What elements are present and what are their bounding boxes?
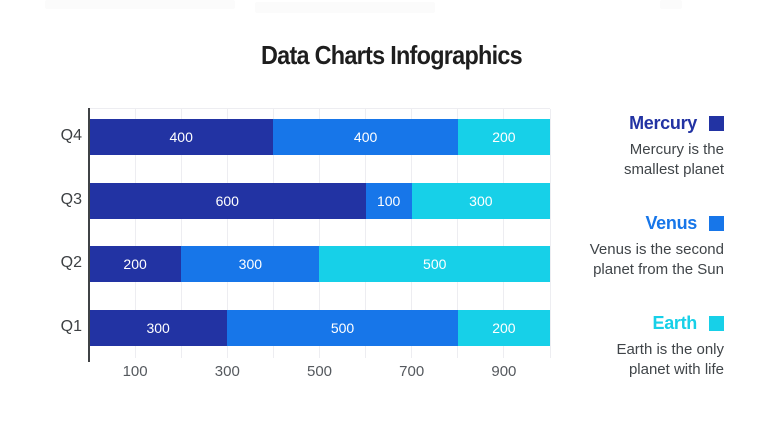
bar-value-label: 200 <box>492 320 516 336</box>
bar-segment-earth-q3: 300 <box>411 183 550 219</box>
gridline-x-1000 <box>549 109 551 358</box>
bar-segment-earth-q1: 200 <box>457 310 550 346</box>
gridline-x-700 <box>411 109 413 358</box>
x-tick-label-300: 300 <box>214 363 240 380</box>
chart-legend: Mercury Mercury is the smallest planet Ven… <box>504 113 724 380</box>
category-label-q2: Q2 <box>60 254 82 271</box>
bar-segment-venus-q4: 400 <box>273 119 458 155</box>
gridline-x-100 <box>134 109 136 358</box>
bar-row-q4: 400 400 200 <box>89 119 550 155</box>
bar-value-label: 200 <box>123 256 147 272</box>
x-tick-label-700: 700 <box>399 363 425 380</box>
legend-title-row: Earth <box>652 313 724 334</box>
bar-segment-mercury-q3: 600 <box>89 183 366 219</box>
legend-color-swatch <box>709 116 724 131</box>
bar-row-q3: 600 100 300 <box>89 183 550 219</box>
legend-item-earth: Earth Earth is the only planet with life <box>504 313 724 380</box>
x-tick-label-900: 900 <box>491 363 517 380</box>
y-axis-line <box>88 108 90 362</box>
bar-value-label: 600 <box>215 193 239 209</box>
legend-description: Mercury is the smallest planet <box>623 141 724 178</box>
legend-description: Earth is the only planet with life <box>616 341 724 378</box>
gridline-x-200 <box>180 109 182 358</box>
bar-value-label: 500 <box>423 256 447 272</box>
bar-value-label: 100 <box>376 193 401 209</box>
bar-segment-mercury-q2: 200 <box>89 246 182 282</box>
legend-item-mercury: Mercury Mercury is the smallest planet <box>504 113 724 180</box>
bar-segment-earth-q4: 200 <box>457 119 550 155</box>
bar-segment-venus-q2: 300 <box>181 246 320 282</box>
bar-segment-venus-q1: 500 <box>227 310 458 346</box>
bar-value-label: 200 <box>492 129 516 145</box>
gridline-x-900 <box>503 109 505 358</box>
page-title: Data Charts Infographics <box>261 40 523 70</box>
legend-color-swatch <box>709 316 724 331</box>
gridline-x-300 <box>226 109 228 358</box>
x-tick-label-100: 100 <box>122 363 148 380</box>
category-label-q3: Q3 <box>60 191 82 208</box>
legend-series-name: Mercury <box>629 113 697 133</box>
legend-description: Venus is the second planet from the Sun <box>589 241 724 278</box>
gridline-x-500 <box>319 109 320 358</box>
legend-title-row: Mercury <box>629 113 724 134</box>
bar-value-label: 300 <box>146 320 170 336</box>
x-tick-label-500: 500 <box>306 363 333 380</box>
bar-row-q2: 200 300 500 <box>89 246 550 282</box>
legend-series-name: Earth <box>652 313 697 333</box>
gridline-x-400 <box>272 109 274 358</box>
gridline-x-800 <box>457 109 459 358</box>
bar-segment-mercury-q4: 400 <box>89 119 274 155</box>
chart-plot-area: 400 400 200 600 100 300 200 300 500 300 500 200 <box>89 108 551 358</box>
top-edge-artifact <box>255 2 435 13</box>
legend-title-row: Venus <box>645 213 724 234</box>
bar-segment-mercury-q1: 300 <box>89 310 228 346</box>
top-edge-artifact <box>660 0 682 9</box>
bar-value-label: 400 <box>169 129 193 145</box>
legend-series-name: Venus <box>645 213 697 233</box>
category-label-q4: Q4 <box>60 127 82 144</box>
gridline-x-600 <box>365 109 367 358</box>
bar-value-label: 300 <box>238 256 263 272</box>
category-label-q1: Q1 <box>60 318 82 335</box>
top-edge-artifact <box>45 0 235 9</box>
bar-value-label: 300 <box>469 193 493 209</box>
bar-row-q1: 300 500 200 <box>89 310 550 346</box>
bar-value-label: 500 <box>330 320 355 336</box>
bar-value-label: 400 <box>353 129 378 145</box>
legend-color-swatch <box>709 216 724 231</box>
bar-segment-earth-q2: 500 <box>319 246 550 282</box>
legend-item-venus: Venus Venus is the second planet from the… <box>504 213 724 280</box>
bar-segment-venus-q3: 100 <box>365 183 412 219</box>
